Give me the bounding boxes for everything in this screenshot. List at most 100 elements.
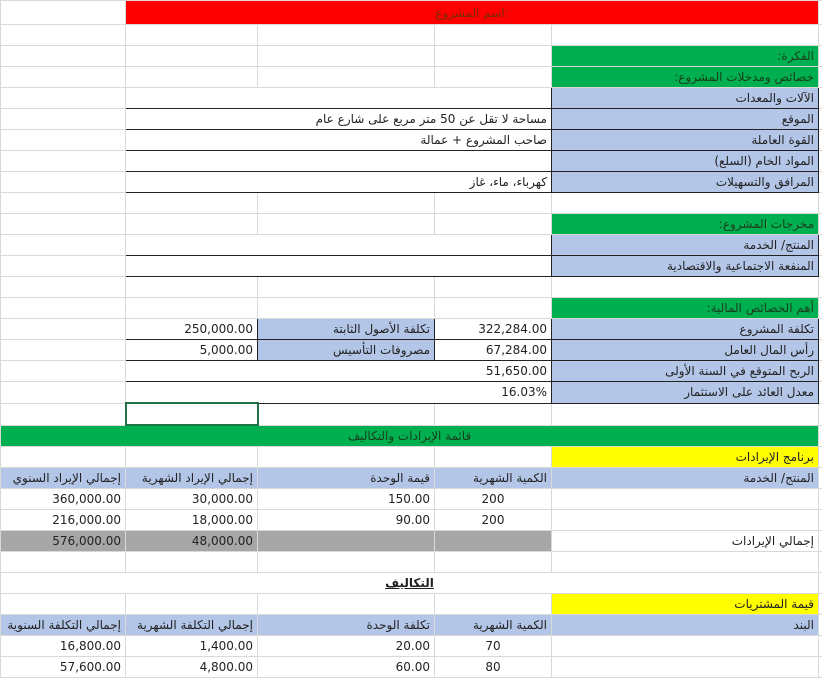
input-value[interactable]: صاحب المشروع + عمالة: [125, 129, 552, 151]
idea-header[interactable]: الفكرة:: [550, 45, 820, 67]
fixed-assets-value[interactable]: 250,000.00: [125, 318, 258, 340]
empty-cell[interactable]: [818, 381, 822, 404]
empty-cell[interactable]: [550, 192, 820, 214]
empty-cell[interactable]: [818, 255, 822, 277]
empty-cell[interactable]: [550, 402, 820, 426]
empty-cell[interactable]: [434, 551, 552, 573]
empty-cell[interactable]: [257, 446, 435, 468]
project-name-header[interactable]: اسم المشروع:: [124, 0, 820, 25]
empty-cell[interactable]: [0, 593, 126, 615]
roi-value[interactable]: 16.03%: [125, 381, 552, 404]
total-monthly[interactable]: 48,000.00: [125, 530, 258, 552]
empty-cell[interactable]: [0, 24, 126, 46]
empty-cell[interactable]: [0, 297, 126, 319]
empty-cell[interactable]: [818, 488, 822, 510]
empty-cell[interactable]: [818, 87, 822, 109]
empty-cell[interactable]: [257, 192, 435, 214]
cell[interactable]: 16,800.00: [0, 635, 126, 657]
empty-cell[interactable]: [125, 45, 258, 67]
cell[interactable]: 18,000.00: [125, 509, 258, 531]
input-value[interactable]: [125, 87, 552, 109]
empty-cell[interactable]: [0, 171, 126, 193]
cell[interactable]: 60.00: [257, 656, 435, 678]
empty-cell[interactable]: [818, 593, 822, 615]
empty-cell[interactable]: [818, 656, 822, 678]
empty-cell[interactable]: [257, 276, 435, 298]
empty-cell[interactable]: [0, 339, 126, 361]
revenue-header[interactable]: برنامج الإيرادات: [550, 446, 820, 468]
empty-cell[interactable]: [125, 297, 258, 319]
empty-cell[interactable]: [550, 551, 820, 573]
empty-cell[interactable]: [434, 446, 552, 468]
empty-cell[interactable]: [0, 360, 126, 382]
cell[interactable]: [550, 509, 820, 531]
empty-cell[interactable]: [257, 24, 435, 46]
empty-cell[interactable]: [257, 551, 435, 573]
setup-expenses-value[interactable]: 5,000.00: [125, 339, 258, 361]
empty-cell[interactable]: [0, 551, 126, 573]
empty-cell[interactable]: [434, 530, 552, 552]
empty-cell[interactable]: [818, 339, 822, 361]
empty-cell[interactable]: [550, 276, 820, 298]
cell[interactable]: 200: [434, 488, 552, 510]
cell[interactable]: 20.00: [257, 635, 435, 657]
cell[interactable]: 90.00: [257, 509, 435, 531]
empty-cell[interactable]: [0, 381, 126, 404]
empty-cell[interactable]: [0, 402, 126, 426]
empty-cell[interactable]: [818, 360, 822, 382]
cell[interactable]: [550, 656, 820, 678]
financial-header[interactable]: أهم الخصائص المالية:: [550, 297, 820, 319]
empty-cell[interactable]: [125, 276, 258, 298]
empty-cell[interactable]: [125, 213, 258, 235]
empty-cell[interactable]: [434, 276, 552, 298]
input-label[interactable]: الآلات والمعدات: [550, 87, 820, 109]
working-capital-label[interactable]: رأس المال العامل: [550, 339, 820, 361]
empty-cell[interactable]: [0, 192, 126, 214]
empty-cell[interactable]: [125, 192, 258, 214]
empty-cell[interactable]: [818, 150, 822, 172]
empty-cell[interactable]: [0, 446, 126, 468]
total-annual[interactable]: 576,000.00: [0, 530, 126, 552]
empty-cell[interactable]: [0, 213, 126, 235]
empty-cell[interactable]: [257, 530, 435, 552]
empty-cell[interactable]: [0, 66, 126, 88]
empty-cell[interactable]: [434, 192, 552, 214]
empty-cell[interactable]: [434, 24, 552, 46]
empty-cell[interactable]: [0, 87, 126, 109]
inputs-header[interactable]: خصائص ومدخلات المشروع:: [550, 66, 820, 88]
input-value[interactable]: مساحة لا تقل عن 50 متر مربع على شارع عام: [125, 108, 552, 130]
empty-cell[interactable]: [818, 234, 822, 256]
empty-cell[interactable]: [818, 171, 822, 193]
empty-cell[interactable]: [125, 593, 258, 615]
cell[interactable]: [550, 488, 820, 510]
empty-cell[interactable]: [0, 255, 126, 277]
cell[interactable]: 360,000.00: [0, 488, 126, 510]
roi-label[interactable]: معدل العائد على الاستثمار: [550, 381, 820, 404]
empty-cell[interactable]: [818, 297, 822, 319]
empty-cell[interactable]: [818, 635, 822, 657]
empty-cell[interactable]: [818, 192, 822, 214]
empty-cell[interactable]: [818, 402, 822, 426]
empty-cell[interactable]: [818, 0, 822, 25]
output-value[interactable]: [125, 255, 552, 277]
empty-cell[interactable]: [0, 276, 126, 298]
output-label[interactable]: المنتج/ الخدمة: [550, 234, 820, 256]
input-label[interactable]: المرافق والتسهيلات: [550, 171, 820, 193]
input-label[interactable]: القوة العاملة: [550, 129, 820, 151]
purchases-header[interactable]: قيمة المشتريات: [550, 593, 820, 615]
empty-cell[interactable]: [434, 66, 552, 88]
input-label[interactable]: الموقع: [550, 108, 820, 130]
setup-expenses-label[interactable]: مصروفات التأسيس: [257, 339, 435, 361]
empty-cell[interactable]: [125, 66, 258, 88]
input-value[interactable]: كهرباء، ماء، غاز: [125, 171, 552, 193]
empty-cell[interactable]: [818, 45, 822, 67]
cell[interactable]: 80: [434, 656, 552, 678]
empty-cell[interactable]: [818, 108, 822, 130]
outputs-header[interactable]: مخرجات المشروع:: [550, 213, 820, 235]
input-label[interactable]: المواد الخام (السلع): [550, 150, 820, 172]
empty-cell[interactable]: [818, 24, 822, 46]
project-cost-label[interactable]: تكلفة المشروع: [550, 318, 820, 340]
output-value[interactable]: [125, 234, 552, 256]
cell[interactable]: [0, 0, 126, 25]
